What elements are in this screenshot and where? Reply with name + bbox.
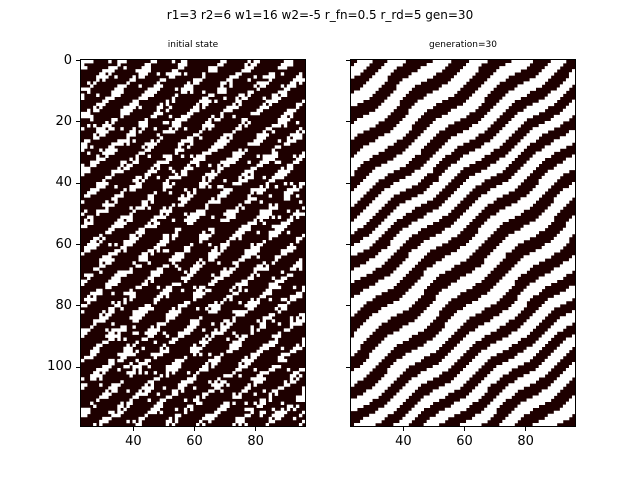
x-tick-label: 60	[186, 434, 203, 449]
x-tick-label: 40	[125, 434, 142, 449]
x-tick-1-60	[464, 427, 466, 431]
y-tick-0-100	[76, 366, 80, 368]
y-tick-0-20	[76, 121, 80, 123]
x-tick-0-80	[255, 427, 257, 431]
heatmap-live-cells	[351, 60, 575, 426]
heatmap-axes-generation	[350, 59, 576, 427]
y-tick-0-80	[76, 305, 80, 307]
y-tick-label: 60	[55, 236, 72, 252]
y-tick-1-20	[346, 121, 350, 123]
y-tick-1-100	[346, 366, 350, 368]
x-tick-label: 80	[247, 434, 264, 449]
y-tick-1-80	[346, 305, 350, 307]
y-tick-1-40	[346, 182, 350, 184]
y-tick-label: 40	[55, 175, 72, 191]
y-tick-label: 20	[55, 113, 72, 129]
heatmap-generation	[351, 60, 575, 426]
x-tick-label: 40	[395, 434, 412, 449]
x-tick-label: 80	[517, 434, 534, 449]
panel-title-initial-state: initial state	[167, 40, 219, 50]
y-tick-label: 0	[63, 52, 72, 68]
figure-title: r1=3 r2=6 w1=16 w2=-5 r_fn=0.5 r_rd=5 ge…	[166, 8, 474, 22]
heatmap-initial-state	[81, 60, 305, 426]
x-tick-1-80	[525, 427, 527, 431]
x-tick-0-40	[132, 427, 134, 431]
y-tick-label: 80	[55, 297, 72, 313]
heatmap-background	[351, 60, 575, 426]
y-tick-1-60	[346, 244, 350, 246]
panel-title-generation: generation=30	[429, 40, 497, 50]
y-tick-label: 100	[47, 359, 72, 375]
y-tick-0-40	[76, 182, 80, 184]
x-tick-0-60	[194, 427, 196, 431]
heatmap-axes-initial-state	[80, 59, 306, 427]
x-tick-label: 60	[456, 434, 473, 449]
heatmap-live-cells	[81, 60, 305, 426]
x-tick-1-40	[402, 427, 404, 431]
y-tick-0-0	[76, 60, 80, 62]
y-tick-1-0	[346, 60, 350, 62]
y-tick-0-60	[76, 244, 80, 246]
